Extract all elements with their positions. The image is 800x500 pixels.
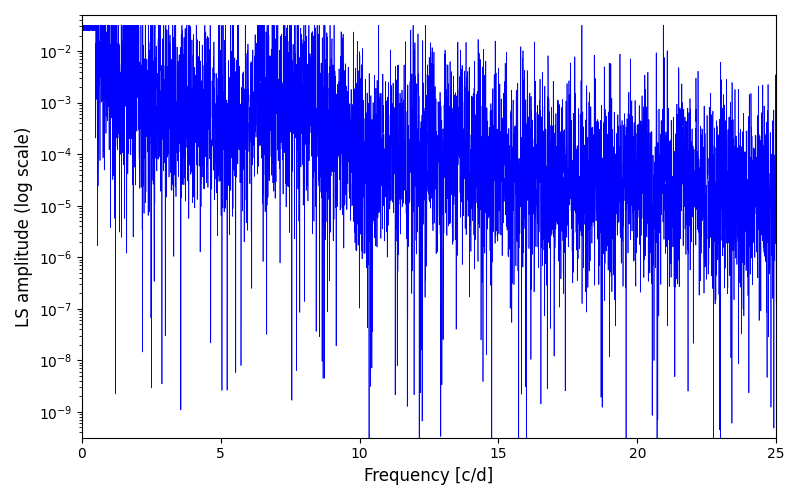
X-axis label: Frequency [c/d]: Frequency [c/d] bbox=[364, 467, 494, 485]
Y-axis label: LS amplitude (log scale): LS amplitude (log scale) bbox=[15, 126, 33, 326]
